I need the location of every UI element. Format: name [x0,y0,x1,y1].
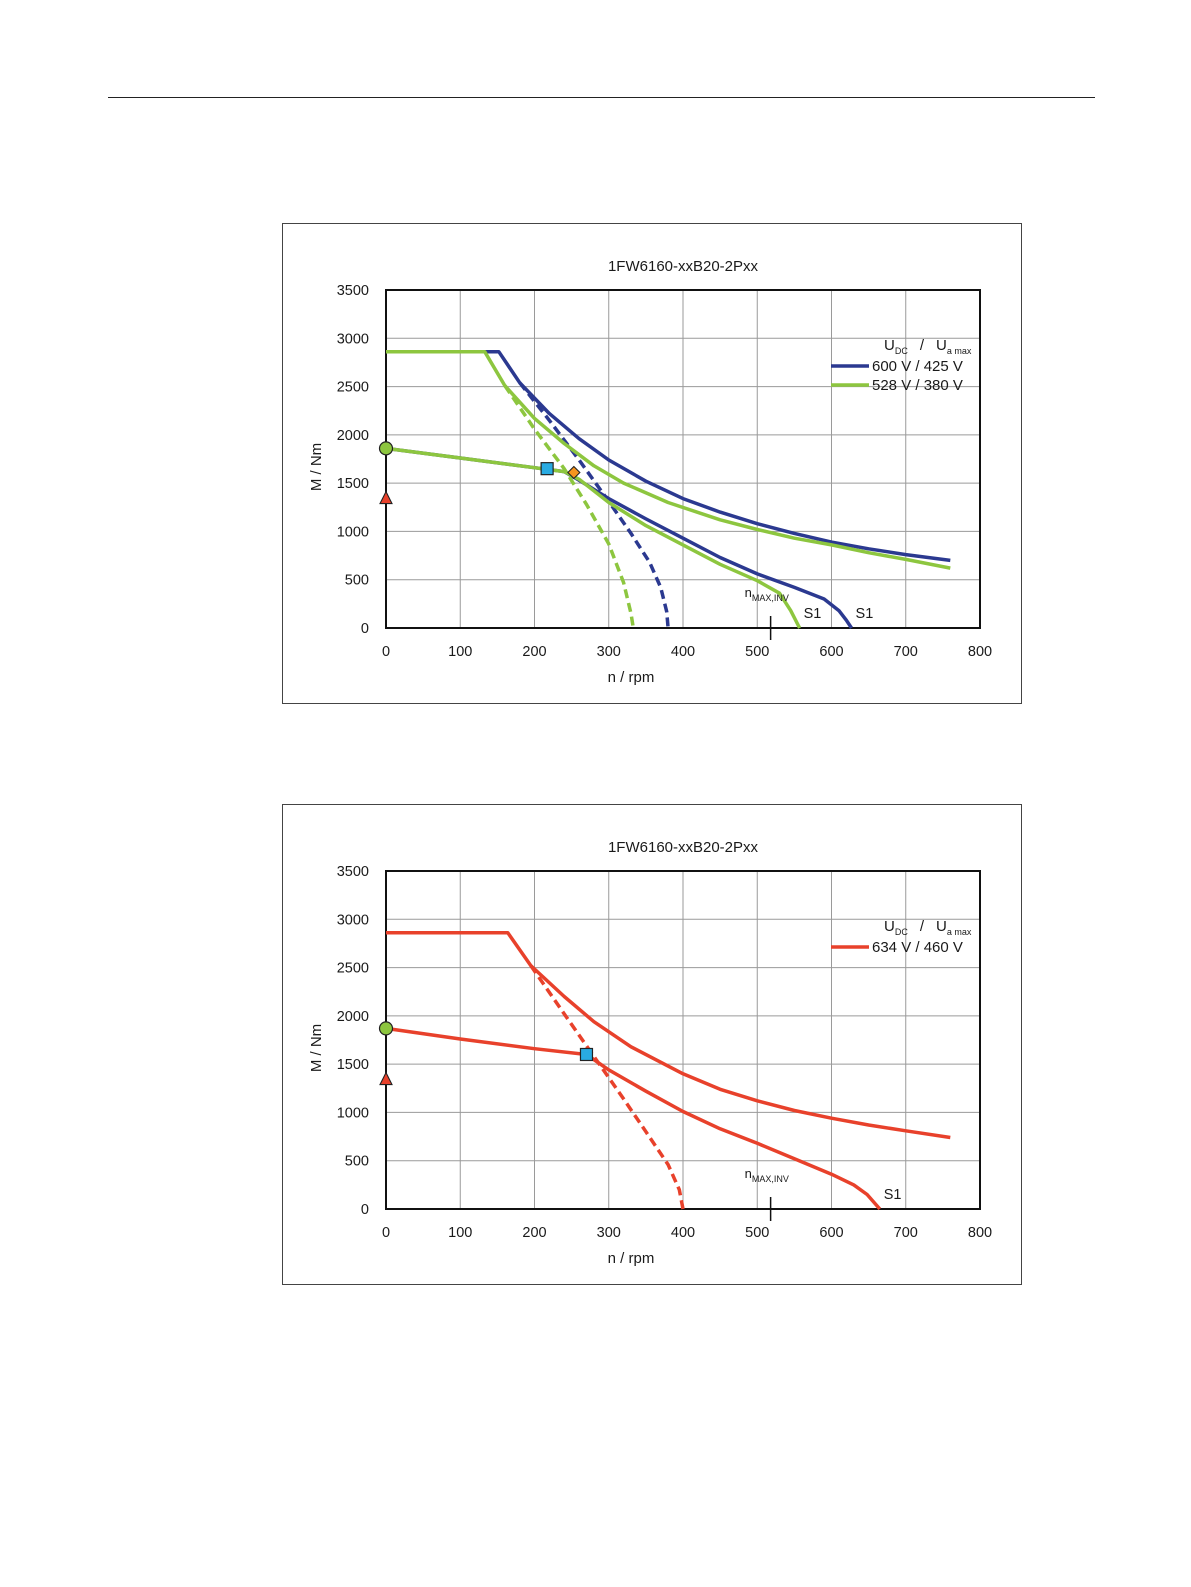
nmax-inv-label: nMAX,INV [745,1166,789,1184]
legend-title-amax: a max [947,927,972,937]
nmax-inv-subscript: MAX,INV [752,1174,789,1184]
nmax-inv-subscript: MAX,INV [752,593,789,603]
marker-square [579,1047,594,1062]
nmax-inv-n: n [745,1166,752,1181]
x-tick-label: 300 [597,1225,621,1241]
series-2 [385,350,951,629]
legend-title-sep: / [920,337,925,354]
y-tick-label: 3000 [337,331,369,347]
y-tick-label: 3500 [337,864,369,880]
x-tick-label: 800 [968,1225,992,1241]
series-max-torque-line [386,350,951,563]
y-tick-label: 3000 [337,912,369,928]
y-tick-label: 0 [361,1202,369,1218]
x-tick-label: 600 [819,644,843,660]
x-tick-label: 500 [745,1225,769,1241]
y-tick-label: 1500 [337,1057,369,1073]
s1-curve-label: S1 [856,606,874,622]
y-tick-label: 2500 [337,380,369,396]
x-tick-label: 600 [819,1225,843,1241]
x-tick-label: 200 [522,644,546,660]
y-tick-label: 2000 [337,1009,369,1025]
legend-title: UDC / Ua max [884,337,972,356]
legend-title-sep: / [920,918,925,935]
torque-speed-chart-1: 1FW6160-xxB20-2Pxx 0 100 200 300 400 500 600 700… [282,223,1022,704]
series-voltage-limit-dashed-line [529,964,685,1210]
legend-entry: 528 V / 380 V [872,377,963,394]
x-tick-label: 0 [382,644,390,660]
series-max-torque-line [386,931,951,1140]
legend-entry: 600 V / 425 V [872,358,963,375]
y-tick-label: 500 [345,1154,369,1170]
y-tick-label: 3500 [337,283,369,299]
legend-title-u2: U [936,918,947,935]
legend-title-dc: DC [895,346,908,356]
legend-title: UDC / Ua max [884,918,972,937]
s1-curve-label: S1 [804,606,822,622]
marker-circle [378,441,394,456]
x-tick-label: 500 [745,644,769,660]
marker-diamond [567,465,581,480]
chart-title: 1FW6160-xxB20-2Pxx [608,839,759,856]
x-tick-label: 400 [671,1225,695,1241]
marker-triangle [379,490,393,505]
legend-title-amax: a max [947,346,972,356]
marker-triangle [379,1071,393,1086]
series-voltage-limit-dashed-line [518,381,670,629]
page-header-rule [108,97,1095,98]
legend-entry: 634 V / 460 V [872,939,963,956]
legend-title-dc: DC [895,927,908,937]
s1-curve-label: S1 [884,1187,902,1203]
y-tick-label: 2000 [337,428,369,444]
chart-title: 1FW6160-xxB20-2Pxx [608,258,759,275]
series-voltage-limit-dashed-line [503,384,636,629]
x-tick-label: 200 [522,1225,546,1241]
nmax-inv-label: nMAX,INV [745,585,789,603]
x-tick-label: 700 [894,644,918,660]
chart-1-svg: 1FW6160-xxB20-2Pxx 0 100 200 300 400 500 600 700… [308,258,992,686]
legend-title-u2: U [936,337,947,354]
x-tick-label: 300 [597,644,621,660]
y-tick-label: 1000 [337,524,369,540]
legend-title-u: U [884,337,895,354]
y-axis-label: M / Nm [308,1024,325,1072]
series-max-torque-line [386,350,951,570]
x-tick-label: 0 [382,1225,390,1241]
plot-area-border [385,289,981,629]
x-tick-label: 400 [671,644,695,660]
series-1 [385,931,951,1211]
x-tick-label: 700 [894,1225,918,1241]
nmax-inv-n: n [745,585,752,600]
x-tick-label: 100 [448,1225,472,1241]
y-tick-label: 2500 [337,961,369,977]
y-tick-label: 0 [361,621,369,637]
x-tick-label: 800 [968,644,992,660]
marker-square [540,462,554,476]
x-axis-label: n / rpm [608,669,655,686]
marker-circle [378,1021,394,1036]
y-axis-label: M / Nm [308,443,325,491]
torque-speed-chart-2: 1FW6160-xxB20-2Pxx 0 100 200 300 400 500 600 700… [282,804,1022,1285]
y-tick-label: 500 [345,573,369,589]
y-tick-label: 1500 [337,476,369,492]
x-tick-label: 100 [448,644,472,660]
series-s1-line [385,1026,882,1211]
y-tick-label: 1000 [337,1105,369,1121]
series-s1-line [385,446,802,629]
legend-title-u: U [884,918,895,935]
series-1 [385,350,951,629]
chart-2-svg: 1FW6160-xxB20-2Pxx 0 100 200 300 400 500 600 700… [308,839,992,1267]
x-axis-label: n / rpm [608,1250,655,1267]
